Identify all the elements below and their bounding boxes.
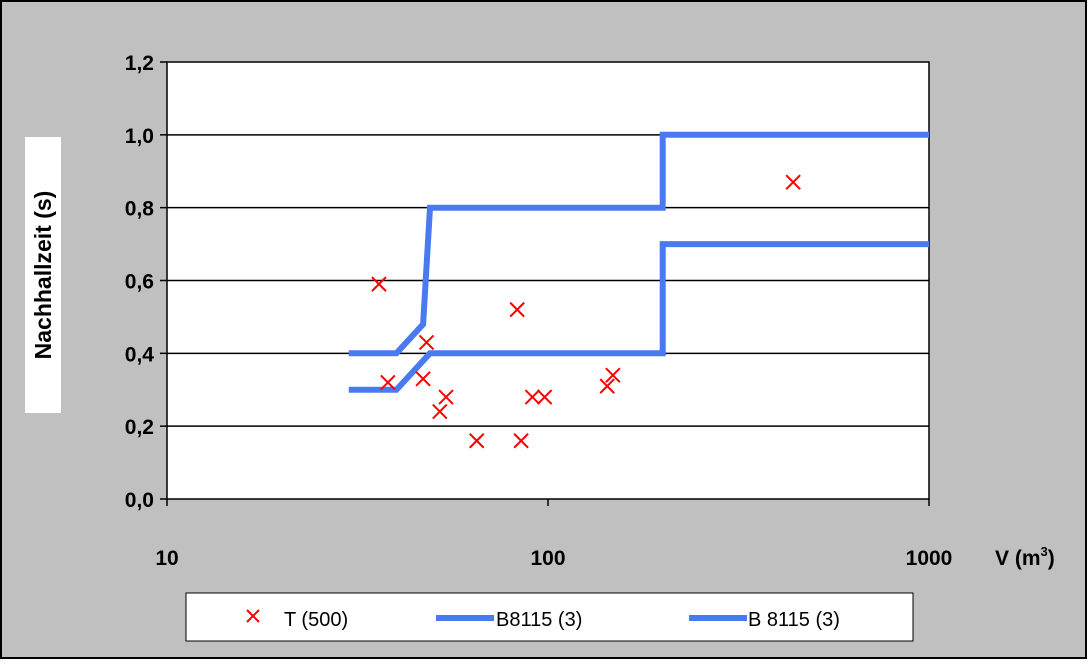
y-axis-label-highlight: [25, 137, 61, 413]
legend-item-t500: T (500): [246, 609, 348, 631]
data-point: [432, 403, 448, 420]
data-point-stroke: [599, 378, 615, 394]
y-tick-label: 0,8: [125, 198, 155, 221]
data-point: [513, 433, 529, 449]
data-point-stroke: [509, 301, 525, 318]
x-axis-label-superscript: 3: [1041, 544, 1048, 559]
y-tick-label: 1,2: [125, 52, 154, 75]
data-point: [524, 389, 541, 405]
x-tick-label: 100: [530, 547, 565, 570]
data-point-stroke: [524, 389, 541, 405]
data-point: [371, 276, 387, 292]
data-point-stroke: [380, 374, 396, 391]
x-tick-label: 1000: [906, 547, 953, 570]
data-point: [438, 389, 454, 405]
y-tick-label: 0,6: [125, 271, 154, 294]
data-point-stroke: [605, 367, 621, 383]
data-point: [415, 371, 431, 387]
legend: T (500) B8115 (3) B 8115 (3): [185, 592, 914, 642]
y-axis: 0,0 0,2 0,4 0,6 0,8 1,0 1,2: [125, 52, 167, 512]
legend-marker-x: [246, 609, 260, 623]
legend-label-t500: T (500): [284, 609, 348, 631]
line-series-2: [348, 241, 929, 393]
x-axis-label-main: V (m: [995, 547, 1041, 570]
y-tick-label: 0,2: [125, 416, 154, 439]
data-point: [469, 433, 485, 449]
legend-item-b-8115: B 8115 (3): [689, 609, 840, 631]
y-tick-label: 0,4: [125, 343, 155, 366]
y-axis-label: Nachhallzeit (s): [30, 191, 56, 360]
data-point-stroke: [415, 371, 431, 387]
data-point-stroke: [432, 403, 448, 420]
y-axis-label-group: Nachhallzeit (s): [25, 137, 61, 413]
y-tick-label: 1,0: [125, 125, 154, 148]
legend-label-b8115: B8115 (3): [496, 609, 582, 631]
data-point: [380, 374, 396, 391]
data-point-stroke: [513, 433, 529, 449]
x-axis-label: V (m3): [995, 544, 1055, 570]
data-point: [418, 334, 435, 351]
legend-item-b8115: B8115 (3): [436, 609, 582, 631]
data-point: [509, 301, 525, 318]
legend-box: [185, 592, 914, 642]
x-tick-label: 10: [155, 547, 178, 570]
data-point: [785, 174, 801, 190]
scatter-series: [371, 174, 801, 449]
data-point-stroke: [438, 389, 454, 405]
data-point-stroke: [536, 389, 553, 405]
x-axis: 10 100 1000: [155, 499, 952, 570]
line-series: [348, 131, 929, 393]
y-tick-label: 0,0: [125, 489, 154, 512]
data-point: [599, 378, 615, 394]
data-point: [605, 367, 621, 383]
data-point-stroke: [371, 276, 387, 292]
data-point-stroke: [785, 174, 801, 190]
x-axis-label-close: ): [1048, 547, 1055, 570]
line-series-1: [348, 131, 929, 357]
data-point-stroke: [418, 334, 435, 351]
data-point-stroke: [469, 433, 485, 449]
legend-label-b-8115: B 8115 (3): [748, 609, 840, 631]
data-point: [536, 389, 553, 405]
